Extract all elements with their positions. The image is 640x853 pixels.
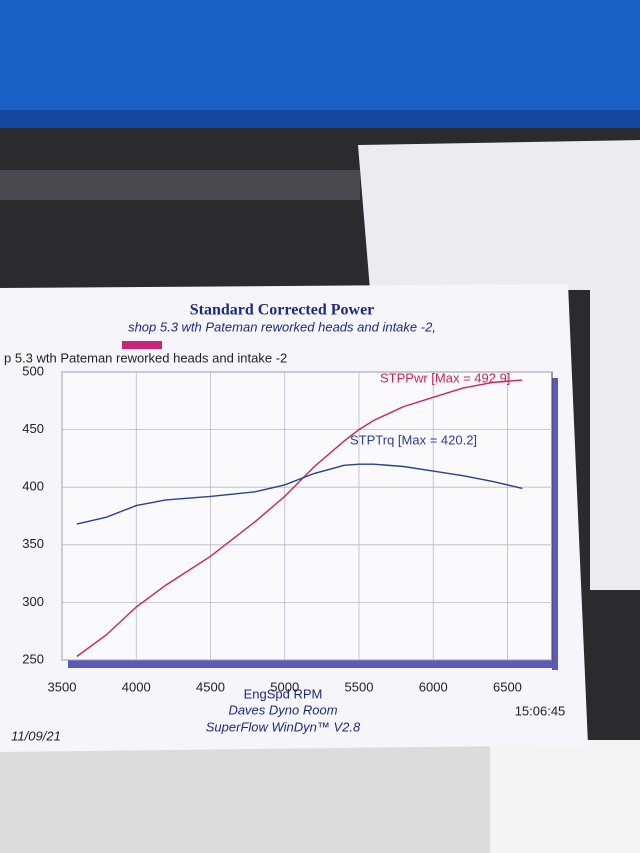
time: 15:06:45 <box>515 703 566 718</box>
x-tick-label: 3500 <box>48 679 77 694</box>
x-tick-label: 4000 <box>122 679 151 694</box>
y-tick-label: 450 <box>22 421 44 436</box>
legend-swatch <box>122 341 162 349</box>
series-line <box>76 463 523 525</box>
blue-panel <box>0 0 640 125</box>
subtitle: shop 5.3 wth Pateman reworked heads and … <box>128 319 436 334</box>
x-axis-label: EngSpd RPM <box>244 686 323 701</box>
chart-title: Standard Corrected Power <box>190 302 375 319</box>
y-tick-label: 400 <box>22 479 44 494</box>
x-tick-label: 5000 <box>270 679 299 694</box>
footer-line: SuperFlow WinDyn™ V2.8 <box>206 719 361 734</box>
date: 11/09/21 <box>11 728 61 743</box>
y-tick-label: 500 <box>22 363 44 378</box>
y-tick-label: 250 <box>22 651 44 666</box>
plot-shadow-bottom <box>68 660 558 668</box>
back-paper <box>358 140 640 590</box>
blue-edge <box>0 110 640 128</box>
notebook <box>490 740 640 853</box>
x-tick-label: 6500 <box>493 679 522 694</box>
footer-line: Daves Dyno Room <box>228 702 337 717</box>
series-label: STPPwr [Max = 492.9] <box>380 370 510 385</box>
series-label: STPTrq [Max = 420.2] <box>350 432 477 447</box>
x-tick-label: 4500 <box>196 679 225 694</box>
header: p 5.3 wth Pateman reworked heads and int… <box>4 350 287 365</box>
pipe <box>0 170 360 200</box>
x-tick-label: 6000 <box>419 679 448 694</box>
y-tick-label: 350 <box>22 536 44 551</box>
y-tick-label: 300 <box>22 594 44 609</box>
plot-area <box>61 371 553 661</box>
series-line <box>76 379 523 658</box>
plot-shadow-right <box>552 378 558 670</box>
x-tick-label: 5500 <box>345 679 374 694</box>
